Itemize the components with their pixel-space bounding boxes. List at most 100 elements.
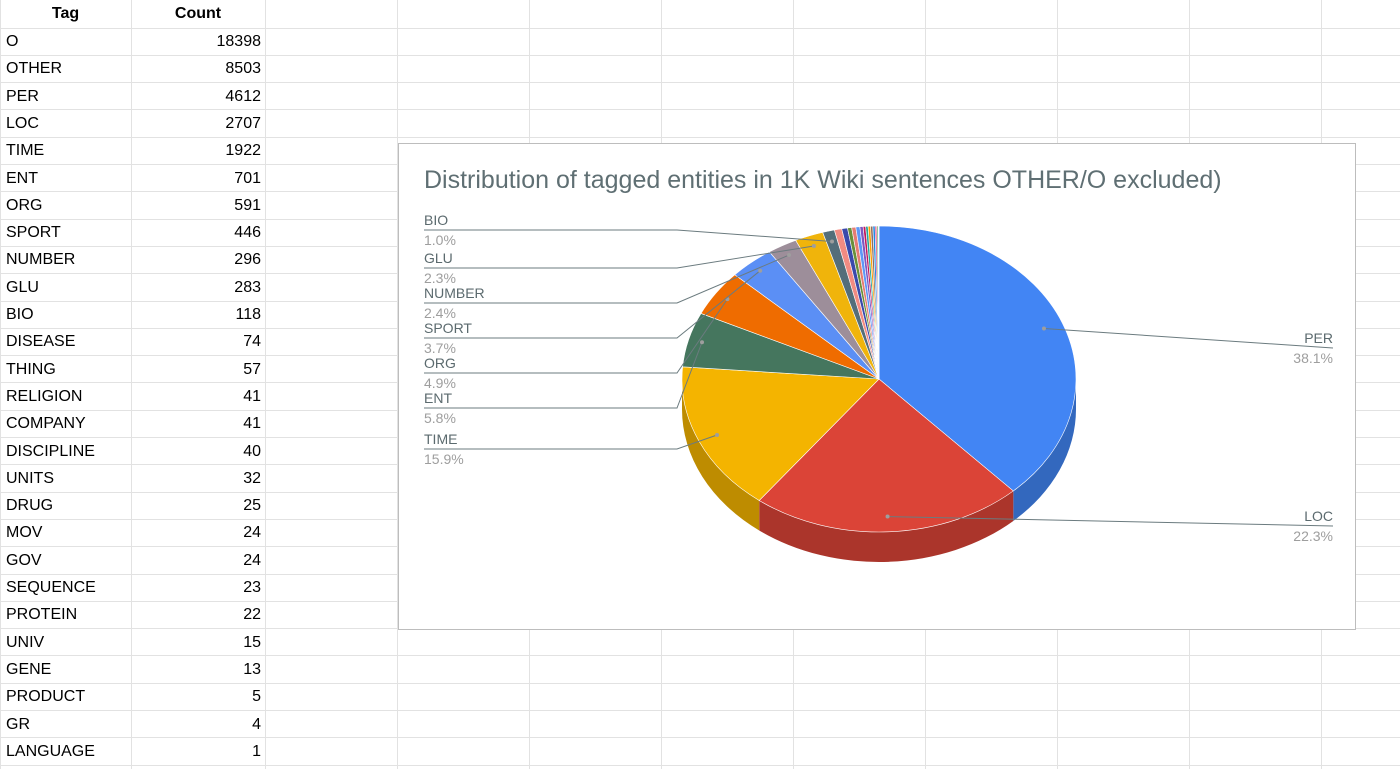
pie-label-name: GLU [424, 250, 453, 266]
cell-count[interactable]: 2707 [225, 114, 261, 132]
pie-label-pct: 3.7% [424, 340, 456, 356]
leader-dot-time [715, 433, 720, 438]
cell-tag[interactable]: ENT [6, 169, 38, 187]
cell-count[interactable]: 41 [243, 387, 261, 405]
leader-dot-bio [830, 239, 835, 244]
cell-tag[interactable]: GOV [6, 551, 42, 569]
leader-dot-ent [700, 340, 705, 345]
cell-tag[interactable]: OTHER [6, 60, 62, 78]
cell-tag[interactable]: TIME [6, 142, 45, 160]
pie-label-name: BIO [424, 212, 448, 228]
cell-count[interactable]: 32 [243, 469, 261, 487]
pie-label-pct: 5.8% [424, 410, 456, 426]
cell-tag[interactable]: NUMBER [6, 251, 76, 269]
leader-dot-per [1041, 326, 1046, 331]
pie-slice-side-time [682, 379, 760, 531]
leader-line-number [424, 254, 790, 304]
cell-count[interactable]: 1922 [225, 142, 261, 160]
cell-count[interactable]: 18398 [216, 33, 262, 50]
cell-tag[interactable]: LOC [6, 114, 39, 132]
pie-label-pct: 4.9% [424, 375, 456, 391]
pie-label-name: ORG [424, 355, 456, 371]
cell-tag[interactable]: DRUG [6, 497, 54, 515]
pie-chart-svg: PER 38.1% LOC 22.3% TIME 15.9% ENT 5.8% ORG 4.9% S… [424, 212, 1334, 562]
leader-line-bio [424, 229, 833, 242]
cell-tag[interactable]: COMPANY [6, 415, 86, 433]
pie-label-name: SPORT [424, 320, 472, 336]
pie-label-pct: 2.4% [424, 305, 456, 321]
cell-count[interactable]: 5 [252, 688, 261, 706]
cell-count[interactable]: 24 [243, 551, 261, 569]
pie-label-name: TIME [424, 431, 457, 447]
pie-label-pct: 22.3% [1293, 528, 1333, 544]
leader-dot-glu [811, 243, 816, 248]
header-tag[interactable]: Tag [51, 5, 80, 22]
cell-tag[interactable]: MOV [6, 524, 43, 542]
leader-dot-loc [885, 514, 890, 519]
cell-count[interactable]: 4 [252, 715, 261, 733]
pie-label-name: LOC [1304, 508, 1333, 524]
pie-slice-loc[interactable] [758, 378, 1014, 533]
cell-count[interactable]: 296 [234, 251, 261, 269]
pie-label-pct: 1.0% [424, 232, 456, 248]
cell-tag[interactable]: LANGUAGE [6, 742, 95, 760]
pie-slice-side-per [1013, 379, 1076, 521]
pie-slice-per[interactable] [878, 225, 1077, 492]
cell-tag[interactable]: GENE [6, 660, 52, 678]
cell-tag[interactable]: GLU [6, 278, 39, 296]
cell-count[interactable]: 446 [234, 224, 261, 242]
leader-line-loc [887, 516, 1334, 527]
cell-tag[interactable]: PER [6, 87, 39, 105]
cell-count[interactable]: 13 [243, 660, 261, 678]
cell-count[interactable]: 4612 [225, 87, 261, 105]
chart-title: Distribution of tagged entities in 1K Wi… [424, 166, 1222, 194]
cell-count[interactable]: 1 [252, 742, 261, 760]
cell-count[interactable]: 74 [243, 333, 261, 351]
cell-tag[interactable]: BIO [6, 306, 34, 323]
cell-count[interactable]: 591 [234, 196, 261, 214]
cell-tag[interactable]: DISCIPLINE [6, 442, 95, 460]
cell-tag[interactable]: PRODUCT [6, 688, 86, 706]
pie-label-name: NUMBER [424, 285, 485, 301]
cell-tag[interactable]: THING [6, 360, 56, 378]
cell-tag[interactable]: SEQUENCE [6, 579, 96, 596]
pie-label-pct: 2.3% [424, 270, 456, 286]
cell-count[interactable]: 25 [243, 497, 261, 515]
cell-count[interactable]: 283 [234, 278, 261, 296]
cell-tag[interactable]: UNITS [6, 469, 54, 487]
cell-tag[interactable]: ORG [6, 196, 43, 214]
header-count[interactable]: Count [174, 5, 222, 22]
pie-labels: PER 38.1% LOC 22.3% TIME 15.9% ENT 5.8% ORG 4.9% S… [424, 212, 1334, 544]
cell-count[interactable]: 23 [243, 579, 261, 596]
leader-line-ent [424, 342, 703, 409]
pie-depth [682, 379, 1076, 562]
cell-tag[interactable]: PROTEIN [6, 606, 78, 624]
cell-count[interactable]: 118 [235, 306, 261, 323]
cell-count[interactable]: 24 [243, 524, 261, 542]
pie-label-pct: 38.1% [1293, 350, 1333, 366]
leader-line-org [424, 298, 728, 374]
pie-label-name: PER [1304, 330, 1333, 346]
cell-count[interactable]: 40 [243, 442, 261, 460]
pie-slices [681, 225, 1077, 533]
cell-tag[interactable]: GR [6, 715, 30, 733]
leader-line-time [424, 434, 718, 450]
cell-tag[interactable]: O [6, 33, 19, 50]
cell-tag[interactable]: SPORT [6, 224, 61, 242]
pie-slice-side-loc [759, 490, 1014, 562]
cell-tag[interactable]: DISEASE [6, 333, 76, 351]
cell-count[interactable]: 57 [243, 360, 261, 378]
cell-tag[interactable]: UNIV [6, 633, 45, 651]
cell-tag[interactable]: RELIGION [6, 387, 83, 405]
cell-count[interactable]: 8503 [225, 60, 261, 78]
leader-dot-sport [758, 268, 763, 273]
pie-label-pct: 15.9% [424, 451, 464, 467]
leader-line-per [1043, 328, 1334, 349]
leader-line-sport [424, 270, 761, 339]
cell-count[interactable]: 701 [234, 169, 261, 187]
leader-dot-number [787, 253, 792, 258]
cell-count[interactable]: 15 [243, 633, 261, 651]
pie-chart[interactable]: Distribution of tagged entities in 1K Wi… [398, 143, 1356, 630]
cell-count[interactable]: 41 [243, 415, 261, 433]
cell-count[interactable]: 22 [243, 606, 261, 624]
